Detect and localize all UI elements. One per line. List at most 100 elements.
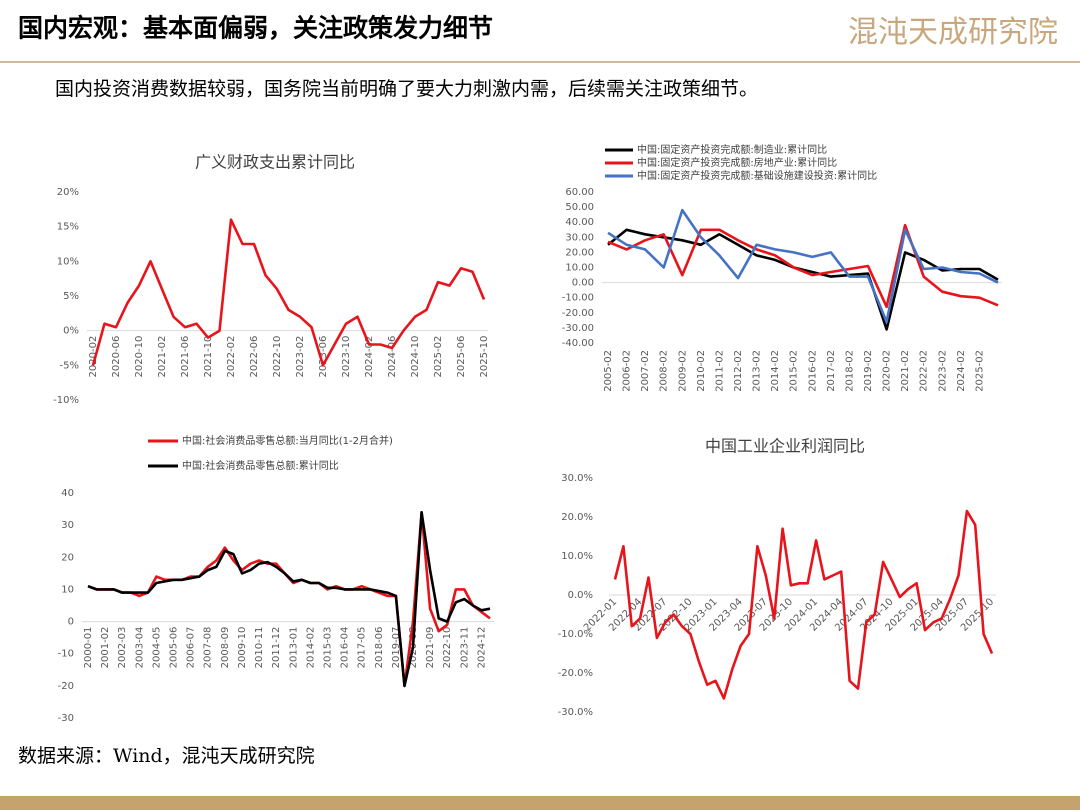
x-tick-label: 2008-02 (659, 350, 670, 392)
x-tick-label: 2025-10 (479, 336, 490, 378)
series-line (607, 208, 999, 324)
x-tick-label: 2020-02 (882, 350, 893, 392)
x-tick-label: 2021-02 (157, 336, 168, 378)
y-tick-label: 40 (61, 488, 74, 499)
y-tick-label: 5% (63, 291, 79, 302)
y-tick-label: -10.00 (562, 293, 594, 304)
x-tick-label: 2005-06 (169, 627, 180, 669)
x-tick-label: 2020-02 (88, 336, 99, 378)
x-tick-label: 2023-11 (459, 627, 470, 669)
x-tick-label: 2018-02 (844, 350, 855, 392)
series-line (91, 218, 486, 367)
x-tick-label: 2024-10 (410, 336, 421, 378)
x-tick-label: 2000-01 (83, 627, 94, 669)
y-tick-label: 0.0% (568, 590, 593, 601)
x-tick-label: 2005-02 (603, 350, 614, 392)
x-tick-label: 2022-10 (442, 627, 453, 669)
y-tick-label: -30.00 (562, 323, 594, 334)
legend-label: 中国:固定资产投资完成额:房地产业:累计同比 (637, 156, 837, 169)
y-tick-label: -20 (58, 681, 74, 692)
y-tick-label: 10.00 (565, 263, 594, 274)
series-line (613, 509, 994, 700)
x-tick-label: 2014-02 (770, 350, 781, 392)
y-tick-label: 20 (61, 552, 74, 563)
series-line (607, 223, 999, 309)
x-tick-label: 2006-07 (186, 627, 197, 669)
logo: 混沌天成研究院 (848, 15, 1058, 50)
x-tick-label: 2015-03 (322, 627, 333, 669)
x-tick-label: 2017-05 (357, 627, 368, 669)
x-tick-label: 2007-02 (640, 350, 651, 392)
series-line (87, 510, 491, 688)
legend-label: 中国:固定资产投资完成额:基础设施建设投资:累计同比 (637, 169, 877, 182)
x-tick-label: 2023-02 (937, 350, 948, 392)
y-tick-label: -30.0% (558, 707, 593, 718)
x-tick-label: 2021-06 (180, 336, 191, 378)
x-tick-label: 2002-03 (117, 627, 128, 669)
y-tick-label: 10.0% (561, 551, 593, 562)
x-tick-label: 2001-02 (100, 627, 111, 669)
x-tick-label: 2016-02 (807, 350, 818, 392)
x-tick-label: 2025-02 (433, 336, 444, 378)
x-tick-label: 2020-06 (111, 336, 122, 378)
x-tick-label: 2003-04 (134, 627, 145, 669)
x-tick-label: 2017-02 (826, 350, 837, 392)
x-tick-label: 2013-01 (288, 627, 299, 669)
x-tick-label: 2022-10 (272, 336, 283, 378)
x-tick-label: 2021-02 (900, 350, 911, 392)
y-tick-label: -20.00 (562, 308, 594, 319)
x-tick-label: 2022-06 (249, 336, 260, 378)
x-tick-label: 2018-06 (374, 627, 385, 669)
y-tick-label: 30.00 (565, 232, 594, 243)
summary: 国内投资消费数据较弱，国务院当前明确了要大力刺激内需，后续需关注政策细节。 (55, 78, 758, 100)
x-tick-label: 2023-02 (295, 336, 306, 378)
x-tick-label: 2015-02 (789, 350, 800, 392)
x-tick-label: 2019-02 (863, 350, 874, 392)
y-tick-label: -10 (58, 649, 74, 660)
y-tick-label: 40.00 (565, 217, 594, 228)
x-tick-label: 2024-02 (956, 350, 967, 392)
x-tick-label: 2021-10 (203, 336, 214, 378)
x-tick-label: 2022-02 (919, 350, 930, 392)
y-tick-label: 30.0% (561, 473, 593, 484)
y-tick-label: 10 (61, 584, 74, 595)
y-tick-label: 20.00 (565, 247, 594, 258)
legend-label: 中国:社会消费品零售总额:累计同比 (182, 459, 339, 472)
y-tick-label: 30 (61, 520, 74, 531)
x-tick-label: 2014-02 (305, 627, 316, 669)
y-tick-label: -40.00 (562, 338, 594, 349)
legend-label: 中国:社会消费品零售总额:当月同比(1-2月合并) (182, 434, 393, 447)
y-tick-label: -10.0% (558, 629, 593, 640)
x-tick-label: 2008-09 (220, 627, 231, 669)
y-tick-label: -5% (60, 360, 79, 371)
x-tick-label: 2023-10 (341, 336, 352, 378)
x-tick-label: 2012-02 (733, 350, 744, 392)
y-tick-label: 10% (57, 256, 79, 267)
x-tick-label: 2022-02 (226, 336, 237, 378)
x-tick-label: 2011-02 (714, 350, 725, 392)
x-tick-label: 2016-04 (340, 627, 351, 669)
x-tick-label: 2019-07 (391, 627, 402, 669)
chart-title: 广义财政支出累计同比 (195, 153, 355, 172)
x-tick-label: 2009-10 (237, 627, 248, 669)
footer-bar (0, 796, 1080, 810)
x-tick-label: 2013-02 (752, 350, 763, 392)
x-tick-label: 2006-02 (622, 350, 633, 392)
y-tick-label: -20.0% (558, 668, 593, 679)
x-tick-label: 2010-02 (696, 350, 707, 392)
y-tick-label: 0% (63, 326, 79, 337)
x-tick-label: 2020-10 (134, 336, 145, 378)
x-tick-label: 2024-12 (476, 627, 487, 669)
y-tick-label: 50.00 (565, 202, 594, 213)
x-tick-label: 2023-06 (318, 336, 329, 378)
x-tick-label: 2021-09 (425, 627, 436, 669)
x-tick-label: 2010-11 (254, 627, 265, 669)
y-tick-label: 20.0% (561, 512, 593, 523)
x-tick-label: 2009-02 (677, 350, 688, 392)
x-tick-label: 2004-05 (151, 627, 162, 669)
x-tick-label: 2024-02 (364, 336, 375, 378)
series-line (607, 228, 999, 331)
x-tick-label: 2025-06 (456, 336, 467, 378)
slide-title: 国内宏观：基本面偏弱，关注政策发力细节 (18, 14, 493, 43)
